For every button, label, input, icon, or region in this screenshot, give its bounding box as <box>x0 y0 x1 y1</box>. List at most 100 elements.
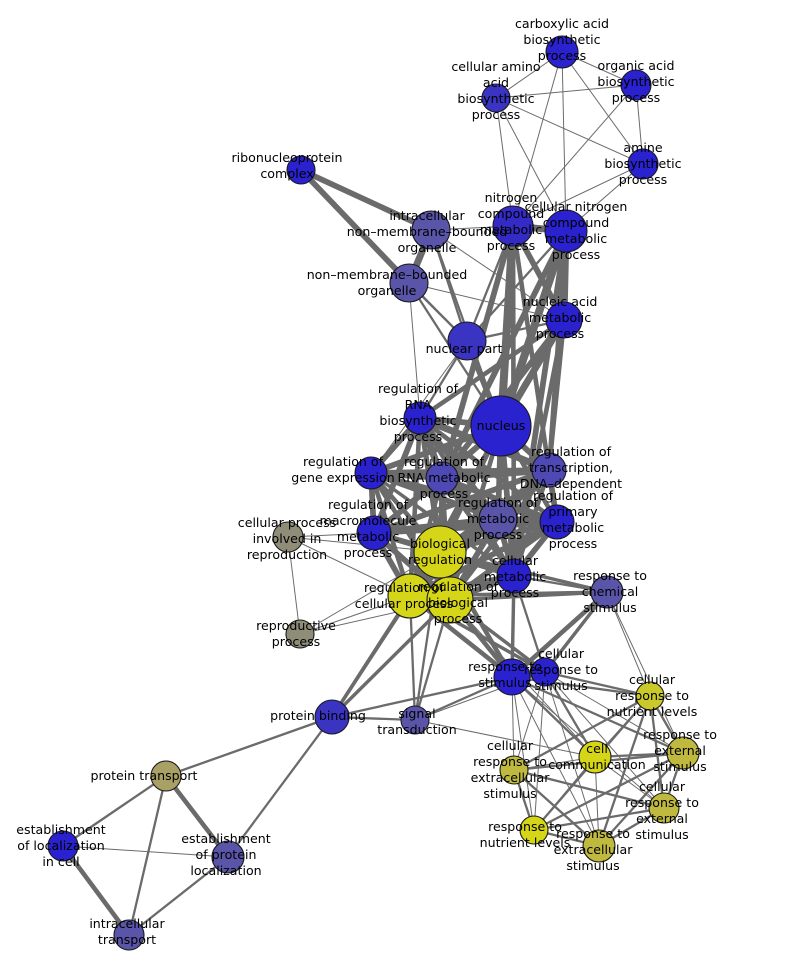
graph-node-label-nucleic-acid-metabolic-process: nucleic acid metabolic process <box>523 294 598 341</box>
graph-node-label-response-to-stimulus: response to stimulus <box>468 659 542 690</box>
graph-node-protein-binding[interactable]: protein binding <box>314 699 350 735</box>
graph-node-biological-regulation[interactable]: biological regulation <box>413 525 467 579</box>
graph-node-label-cellular-response-to-external-stimulus: cellular response to external stimulus <box>625 779 699 842</box>
graph-node-label-establishment-of-localization-in-cell: establishment of localization in cell <box>16 822 105 869</box>
graph-edge <box>371 519 560 536</box>
graph-edge <box>597 751 685 848</box>
graph-node-response-to-chemical-stimulus[interactable]: response to chemical stimulus <box>590 575 624 609</box>
graph-node-regulation-of-biological-process[interactable]: regulation of biological process <box>426 576 474 624</box>
graph-node-label-signal-transduction: signal transduction <box>377 706 456 737</box>
graph-edge <box>495 97 567 232</box>
graph-edge <box>512 163 644 227</box>
graph-edge <box>465 229 568 343</box>
graph-node-reproductive-process[interactable]: reproductive process <box>285 619 315 649</box>
graph-edge <box>127 855 230 937</box>
graph-node-cellular-response-to-extracellular-stimulus[interactable]: cellular response to extracellular stimu… <box>499 755 529 785</box>
graph-edge <box>495 97 644 165</box>
graph-node-amine-biosynthetic-process[interactable]: amine biosynthetic process <box>627 148 659 180</box>
graph-edge <box>513 671 546 771</box>
graph-edge <box>511 676 600 847</box>
graph-node-label-nitrogen-compound-metabolic-process: nitrogen compound metabolic process <box>478 190 545 253</box>
graph-edge <box>287 536 301 635</box>
graph-node-organic-acid-biosynthetic-process[interactable]: organic acid biosynthetic process <box>620 69 652 101</box>
graph-edge <box>298 167 434 233</box>
graph-node-label-intracellular-transport: intracellular transport <box>89 916 165 947</box>
graph-node-cellular-metabolic-process[interactable]: cellular metabolic process <box>496 558 532 594</box>
graph-edge <box>533 671 546 831</box>
graph-edge <box>417 317 567 421</box>
graph-node-label-response-to-nutrient-levels: response to nutrient levels <box>480 819 571 850</box>
graph-node-regulation-of-primary-metabolic-process[interactable]: regulation of primary metabolic process <box>539 504 575 540</box>
graph-node-regulation-of-rna-biosynthetic-process[interactable]: regulation of RNA biosynthetic process <box>403 401 437 435</box>
graph-node-regulation-of-metabolic-process[interactable]: regulation of metabolic process <box>478 499 518 539</box>
graph-edge <box>509 589 610 680</box>
graph-node-label-cellular-response-to-stimulus: cellular response to stimulus <box>524 646 598 693</box>
graph-node-cellular-response-to-stimulus[interactable]: cellular response to stimulus <box>530 657 560 687</box>
graph-node-carboxylic-acid-biosynthetic-process[interactable]: carboxylic acid biosynthetic process <box>545 35 579 69</box>
graph-node-cellular-nitrogen-compound-metabolic-process[interactable]: cellular nitrogen compound metabolic pro… <box>544 209 588 253</box>
graph-node-regulation-of-gene-expression[interactable]: regulation of gene expression <box>354 456 388 490</box>
graph-edge <box>371 467 552 536</box>
graph-node-ribonucleoprotein-complex[interactable]: ribonucleoprotein complex <box>286 155 316 185</box>
graph-node-label-biological-regulation: biological regulation <box>408 536 472 567</box>
graph-edge <box>430 229 565 321</box>
graph-node-response-to-extracellular-stimulus[interactable]: response to extracellular stimulus <box>582 829 616 863</box>
graph-node-nuclear-part[interactable]: nuclear part <box>447 321 487 361</box>
graph-node-cellular-amino-acid-biosynthetic-process[interactable]: cellular amino acid biosynthetic process <box>481 83 511 113</box>
graph-node-cellular-response-to-external-stimulus[interactable]: cellular response to external stimulus <box>648 792 680 824</box>
graph-node-protein-transport[interactable]: protein transport <box>150 760 182 792</box>
graph-node-cell-communication[interactable]: cell communication <box>578 740 612 774</box>
graph-edge <box>512 51 563 227</box>
graph-edge <box>163 773 231 860</box>
graph-node-response-to-nutrient-levels[interactable]: response to nutrient levels <box>519 815 549 845</box>
graph-node-label-ribonucleoprotein-complex: ribonucleoprotein complex <box>232 150 343 181</box>
graph-node-non-membrane-bounded-organelle[interactable]: non–membrane–bounded organelle <box>389 263 429 303</box>
graph-edge <box>60 843 132 938</box>
graph-edge <box>544 671 665 809</box>
graph-node-label-regulation-of-macromolecule-metabolic-process: regulation of macromolecule metabolic proce… <box>320 497 417 560</box>
graph-edge <box>510 675 597 759</box>
graph-edge <box>512 768 601 848</box>
graph-node-establishment-of-localization-in-cell[interactable]: establishment of localization in cell <box>47 830 79 862</box>
graph-node-signal-transduction[interactable]: signal transduction <box>400 705 430 735</box>
graph-edge <box>127 774 168 937</box>
graph-edge <box>532 806 666 832</box>
graph-node-label-cellular-response-to-extracellular-stimulus: cellular response to extracellular stimulus <box>471 738 551 801</box>
graph-edge <box>408 282 565 321</box>
graph-node-label-response-to-extracellular-stimulus: response to extracellular stimulus <box>554 826 634 873</box>
graph-edge <box>496 226 571 431</box>
graph-edge <box>606 591 684 754</box>
graph-edge <box>511 676 535 831</box>
graph-node-label-cellular-metabolic-process: cellular metabolic process <box>484 553 546 600</box>
graph-node-regulation-of-rna-metabolic-process[interactable]: regulation of RNA metabolic process <box>425 461 459 495</box>
graph-node-intracellular-transport[interactable]: intracellular transport <box>113 919 145 951</box>
graph-node-nucleic-acid-metabolic-process[interactable]: nucleic acid metabolic process <box>545 301 583 339</box>
graph-node-label-cell-communication: cell communication <box>548 741 645 772</box>
graph-node-response-to-external-stimulus[interactable]: response to external stimulus <box>666 736 700 770</box>
nodes-layer[interactable]: carboxylic acid biosynthetic process orga… <box>47 35 700 951</box>
graph-node-intracellular-non-membrane-bounded-organelle[interactable]: intracellular non–membrane–bounded organ… <box>411 210 451 250</box>
graph-node-cellular-process-involved-in-reproduction[interactable]: cellular process involved in reproductio… <box>272 521 304 553</box>
graph-node-label-cellular-nitrogen-compound-metabolic-process: cellular nitrogen compound metabolic proces… <box>525 199 628 262</box>
graph-node-establishment-of-protein-localization[interactable]: establishment of protein localization <box>211 840 245 874</box>
graph-node-nucleus[interactable]: nucleus <box>470 395 532 457</box>
graph-node-label-response-to-chemical-stimulus: response to chemical stimulus <box>573 568 647 615</box>
graph-edge <box>543 670 652 698</box>
graph-edge <box>606 591 651 697</box>
graph-node-label-regulation-of-transcription-dna-dependent: regulation of transcription, DNA–dependent <box>520 444 622 491</box>
graph-node-label-carboxylic-acid-biosynthetic-process: carboxylic acid biosynthetic process <box>515 16 609 63</box>
graph-edge <box>438 466 553 482</box>
graph-edge <box>414 719 596 758</box>
graph-node-regulation-of-macromolecule-metabolic-process[interactable]: regulation of macromolecule metabolic pr… <box>356 515 392 551</box>
graph-edge <box>597 694 652 848</box>
graph-node-label-intracellular-non-membrane-bounded-organelle: intracellular non–membrane–bounded organel… <box>347 208 508 255</box>
graph-edge <box>495 97 514 227</box>
graph-edge <box>61 774 168 848</box>
graph-node-nitrogen-compound-metabolic-process[interactable]: nitrogen compound metabolic process <box>492 205 534 247</box>
graph-node-cellular-response-to-nutrient-levels[interactable]: cellular response to nutrient levels <box>635 681 665 711</box>
graph-edge <box>299 551 441 635</box>
graph-node-response-to-stimulus[interactable]: response to stimulus <box>493 658 531 696</box>
graph-node-regulation-of-transcription-dna-dependent[interactable]: regulation of transcription, DNA–depende… <box>531 452 567 488</box>
graph-edge <box>287 536 411 597</box>
